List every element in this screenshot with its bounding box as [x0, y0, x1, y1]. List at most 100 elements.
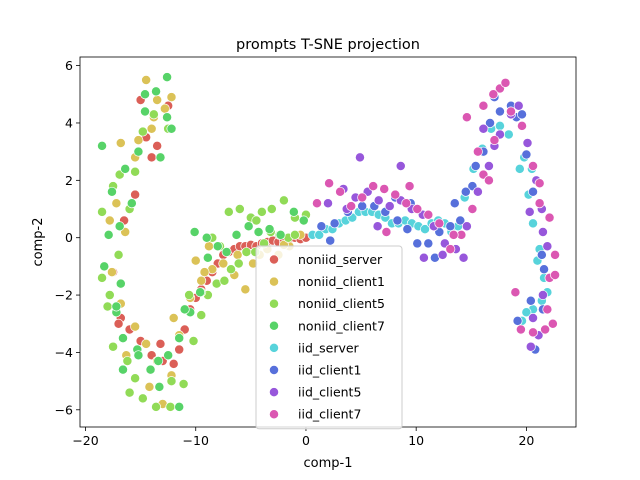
point-iid_server: [528, 218, 538, 229]
point-iid_client7: [547, 318, 558, 329]
point-iid_client1: [445, 221, 456, 232]
point-noniid_client7: [221, 247, 232, 257]
point-iid_client5: [372, 221, 383, 232]
point-noniid_client5: [165, 401, 176, 412]
point-noniid_client1: [144, 381, 155, 392]
point-iid_client7: [528, 161, 538, 171]
point-iid_client5: [537, 227, 548, 237]
point-noniid_client7: [174, 333, 185, 344]
x-tick-label: 10: [408, 433, 424, 448]
point-noniid_client7: [212, 241, 223, 252]
point-noniid_client5: [166, 376, 177, 387]
point-noniid_client5: [256, 206, 267, 217]
point-iid_client1: [460, 186, 471, 197]
point-iid_client1: [528, 186, 538, 197]
point-iid_client7: [478, 100, 489, 111]
point-iid_client7: [528, 327, 538, 338]
point-iid_client1: [392, 215, 403, 226]
point-noniid_client1: [240, 284, 251, 295]
point-noniid_client1: [133, 135, 144, 146]
legend: noniid_server noniid_client1 noniid_client…: [255, 245, 403, 430]
y-axis-label: comp-2: [31, 218, 46, 267]
point-iid_client7: [368, 181, 379, 192]
point-noniid_server: [113, 318, 124, 329]
point-noniid_client7: [243, 221, 254, 232]
y-tick-label: 2: [65, 173, 73, 188]
point-noniid_client1: [168, 313, 179, 323]
point-noniid_client7: [174, 401, 185, 412]
point-noniid_client7: [120, 163, 131, 174]
point-noniid_client7: [111, 301, 122, 312]
legend-frame: [255, 245, 403, 430]
point-noniid_client5: [241, 247, 252, 257]
point-iid_client1: [470, 161, 481, 171]
point-iid_client7: [401, 198, 412, 209]
point-noniid_client7: [154, 381, 165, 392]
legend-marker: [269, 276, 279, 287]
point-iid_client7: [544, 212, 555, 223]
point-iid_client5: [472, 186, 483, 197]
legend-marker: [269, 320, 279, 331]
point-noniid_client5: [104, 290, 115, 301]
y-axis: −6 −4 −2 0 2 4 6: [55, 58, 80, 417]
point-noniid_client5: [102, 301, 113, 312]
point-iid_client7: [534, 198, 545, 209]
legend-marker: [269, 387, 279, 398]
point-noniid_client1: [166, 92, 177, 103]
point-noniid_client1: [218, 258, 229, 269]
point-noniid_client5: [137, 393, 148, 404]
point-noniid_client7: [166, 123, 177, 134]
point-noniid_client7: [155, 152, 166, 163]
point-noniid_client1: [199, 267, 210, 278]
points-layer: [97, 72, 561, 412]
point-iid_client7: [542, 304, 553, 315]
point-iid_server: [521, 307, 532, 318]
point-iid_client5: [524, 206, 535, 217]
legend-label: noniid_client5: [298, 296, 385, 311]
point-noniid_client5: [124, 387, 135, 398]
point-noniid_client5: [278, 195, 289, 206]
point-noniid_server: [152, 140, 163, 151]
point-iid_client1: [494, 106, 505, 117]
point-iid_client1: [517, 109, 527, 120]
point-iid_client7: [515, 324, 526, 335]
y-tick-label: 6: [65, 58, 73, 73]
x-axis-label: comp-1: [304, 456, 353, 471]
point-iid_client7: [540, 324, 551, 335]
point-noniid_client7: [151, 86, 162, 97]
point-noniid_client5: [97, 206, 107, 217]
point-noniid_client1: [107, 267, 117, 278]
point-noniid_server: [168, 358, 179, 369]
point-iid_client7: [324, 178, 335, 189]
point-iid_client1: [485, 118, 495, 128]
point-noniid_client1: [130, 321, 141, 332]
point-iid_client1: [325, 235, 336, 246]
point-noniid_server: [155, 338, 166, 349]
point-iid_client5: [384, 201, 395, 212]
point-iid_client7: [483, 175, 494, 186]
y-tick-label: −6: [55, 402, 73, 417]
point-iid_client7: [423, 209, 434, 220]
point-iid_client5: [323, 198, 333, 209]
legend-marker: [269, 365, 279, 375]
point-noniid_client1: [232, 249, 243, 260]
point-noniid_client1: [111, 198, 122, 209]
point-noniid_client1: [152, 95, 163, 105]
point-iid_client5: [355, 152, 365, 163]
series-noniid_client7: [97, 72, 309, 412]
legend-marker: [269, 342, 279, 353]
point-noniid_client5: [219, 275, 230, 286]
point-iid_client5: [458, 252, 469, 263]
point-noniid_client5: [113, 249, 124, 260]
point-iid_client1: [521, 149, 532, 160]
point-noniid_client1: [104, 215, 115, 226]
point-iid_client7: [346, 201, 357, 212]
point-noniid_client7: [107, 186, 117, 197]
point-noniid_client5: [122, 356, 133, 366]
point-noniid_client1: [159, 103, 170, 114]
point-iid_client7: [404, 181, 415, 192]
point-noniid_client5: [130, 373, 141, 384]
point-iid_client7: [550, 249, 561, 260]
legend-label: noniid_client1: [298, 274, 385, 289]
